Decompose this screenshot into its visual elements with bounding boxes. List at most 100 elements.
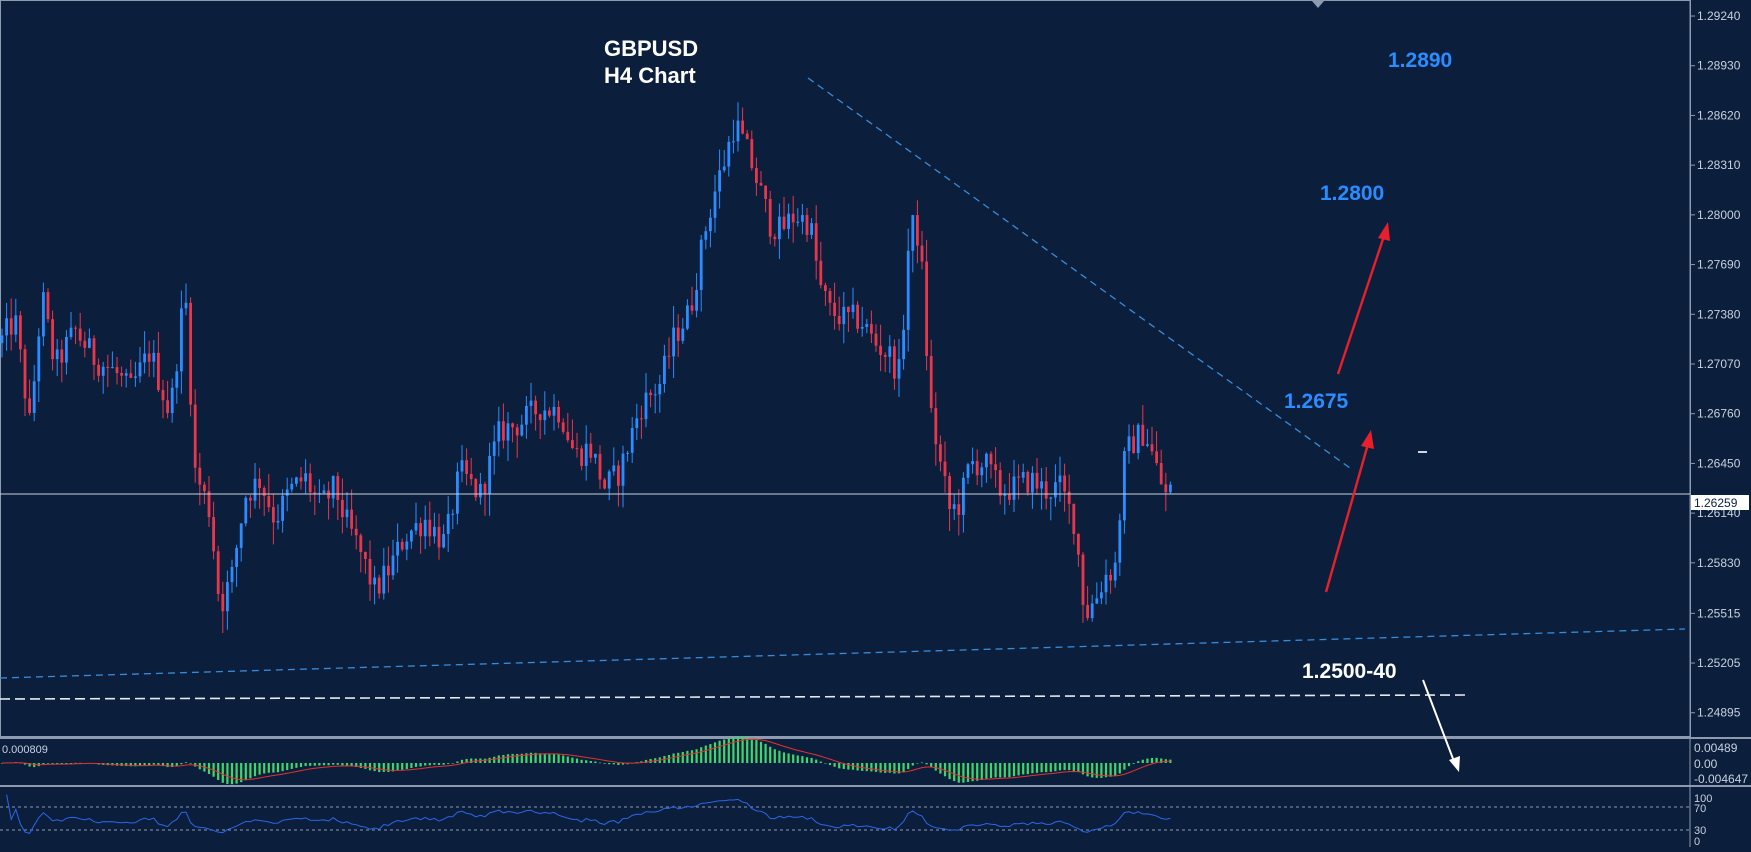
macd-histogram-bar (125, 763, 128, 767)
macd-histogram-bar (60, 763, 63, 765)
candle-body (888, 346, 892, 357)
macd-histogram-bar (566, 756, 569, 763)
candle-body (635, 418, 639, 429)
candle-body (520, 424, 524, 436)
candle-body (212, 517, 215, 552)
macd-histogram-bar (460, 759, 464, 763)
macd-histogram-bar (46, 763, 50, 764)
candle-body (603, 479, 606, 489)
candle-body (143, 353, 146, 363)
macd-histogram-bar (1026, 763, 1029, 775)
candle-body (773, 236, 777, 240)
macd-histogram-bar (1077, 763, 1080, 773)
candle-body (1164, 484, 1168, 493)
price-axis-label: 1.28000 (1697, 208, 1741, 222)
candle-body (308, 473, 312, 493)
candle-body (23, 349, 27, 399)
candle-body (5, 318, 8, 336)
macd-histogram-bar (920, 762, 924, 764)
candle-body (842, 306, 846, 325)
macd-histogram-bar (1160, 758, 1163, 763)
candle-body (975, 461, 979, 476)
candle-body (1081, 554, 1085, 605)
macd-histogram-bar (916, 763, 919, 764)
macd-histogram-bar (902, 763, 905, 773)
macd-histogram-bar (424, 763, 427, 766)
candle-body (19, 315, 22, 350)
macd-histogram-bar (759, 741, 763, 763)
macd-histogram-bar (953, 763, 956, 782)
macd-histogram-bar (511, 753, 514, 763)
macd-histogram-bar (373, 763, 376, 772)
candle-body (782, 216, 786, 229)
macd-histogram-bar (644, 759, 648, 763)
candle-body (193, 404, 197, 468)
candle-body (1077, 534, 1080, 555)
candle-body (741, 120, 744, 134)
candle-body (170, 387, 174, 414)
macd-histogram-bar (493, 756, 496, 763)
chart-shift-marker-icon[interactable] (1312, 1, 1324, 8)
candle-body (672, 327, 675, 357)
macd-histogram-bar (851, 763, 855, 770)
chart-title-symbol: GBPUSD (604, 36, 698, 61)
macd-histogram-bar (1054, 763, 1057, 772)
macd-histogram-bar (42, 763, 45, 765)
macd-histogram-bar (539, 753, 542, 763)
candle-body (1146, 444, 1149, 446)
candle-body (851, 304, 855, 313)
candle-body (695, 290, 698, 311)
candle-body (14, 315, 18, 335)
price-axis-label: 1.28310 (1697, 158, 1741, 172)
macd-histogram-bar (930, 763, 933, 768)
candle-body (750, 139, 754, 169)
macd-histogram-bar (750, 738, 753, 763)
candle-body (1169, 484, 1172, 493)
macd-histogram-bar (442, 763, 445, 765)
candle-body (575, 448, 579, 450)
macd-histogram-bar (861, 763, 864, 771)
macd-histogram-bar (1008, 763, 1011, 778)
macd-histogram-bar (258, 763, 261, 775)
candle-body (787, 213, 790, 229)
macd-histogram-bar (134, 763, 137, 767)
candle-body (916, 215, 919, 246)
macd-histogram-bar (562, 755, 565, 763)
candle-body (709, 217, 712, 232)
macd-histogram-bar (888, 763, 891, 773)
candle-body (1132, 436, 1135, 454)
candle-body (929, 356, 933, 409)
macd-histogram-bar (129, 763, 132, 767)
current-price-tag (1691, 495, 1749, 510)
candle-body (1141, 424, 1145, 446)
macd-histogram-bar (327, 763, 330, 766)
candle-body (824, 285, 827, 292)
candle-body (262, 487, 266, 497)
candle-body (713, 191, 717, 218)
candle-body (1044, 481, 1048, 499)
macd-histogram-bar (598, 762, 602, 764)
macd-histogram-bar (718, 740, 721, 763)
macd-histogram-bar (368, 763, 372, 771)
candle-body (124, 373, 128, 376)
macd-histogram-bar (589, 760, 592, 763)
chart-title-timeframe: H4 Chart (604, 63, 696, 88)
macd-histogram-bar (847, 763, 850, 770)
candle-body (364, 552, 367, 559)
candle-body (939, 444, 942, 462)
macd-histogram-bar (865, 763, 868, 772)
candle-body (382, 565, 386, 594)
macd-histogram-bar (575, 758, 579, 763)
candle-body (1017, 476, 1020, 478)
candle-body (612, 465, 616, 472)
candle-body (525, 405, 528, 425)
candle-body (828, 291, 832, 303)
macd-histogram-bar (621, 763, 625, 765)
macd-histogram-bar (934, 763, 937, 771)
macd-histogram-bar (1109, 763, 1112, 777)
candle-body (313, 492, 317, 495)
candle-body (74, 327, 77, 329)
candle-body (253, 478, 257, 501)
macd-histogram-bar (345, 763, 349, 766)
